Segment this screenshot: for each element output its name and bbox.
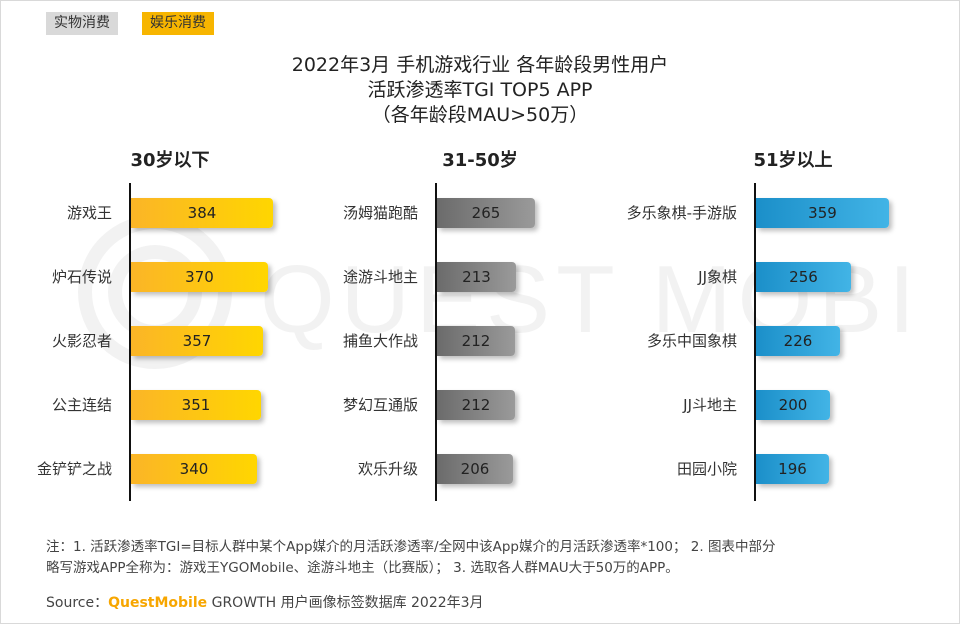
group-title-under-30: 30岁以下 <box>130 150 210 171</box>
bar[interactable] <box>131 390 261 420</box>
source-prefix: Source： <box>46 595 109 611</box>
bar[interactable] <box>437 198 535 228</box>
category-label: 欢乐升级 <box>357 460 418 478</box>
value-label: 265 <box>471 204 501 222</box>
bar[interactable] <box>131 198 273 228</box>
bar[interactable] <box>131 454 257 484</box>
value-label: 213 <box>462 268 491 286</box>
category-label: JJ象棋 <box>698 268 737 286</box>
value-label: 196 <box>778 460 807 478</box>
bar[interactable] <box>756 454 829 484</box>
category-label: 金铲铲之战 <box>36 460 112 478</box>
category-label: 多乐中国象棋 <box>646 332 737 350</box>
category-label: 炉石传说 <box>51 268 112 286</box>
chart-title-line3: （各年龄段MAU>50万） <box>371 104 589 126</box>
chart-title-line2: 活跃渗透率TGI TOP5 APP <box>367 79 593 101</box>
source-line: Source：QuestMobile GROWTH 用户画像标签数据库 2022… <box>46 592 484 612</box>
value-label: 340 <box>179 460 209 478</box>
category-label: 游戏王 <box>66 204 112 222</box>
category-label: 梦幻互通版 <box>342 396 418 414</box>
bar[interactable] <box>437 326 515 356</box>
bar[interactable] <box>131 262 268 292</box>
category-label: 途游斗地主 <box>342 268 418 286</box>
category-label: 火影忍者 <box>51 332 112 350</box>
group-title-31-50: 31-50岁 <box>442 150 518 171</box>
value-label: 359 <box>808 204 837 222</box>
source-brand: QuestMobile <box>108 595 208 611</box>
value-label: 200 <box>778 396 808 414</box>
bar[interactable] <box>437 454 513 484</box>
category-label: 公主连结 <box>51 396 112 414</box>
chart-title-line1: 2022年3月 手机游戏行业 各年龄段男性用户 <box>291 54 669 76</box>
axis-line-under-30 <box>129 183 131 501</box>
value-label: 212 <box>461 396 491 414</box>
axis-line-31-50 <box>435 183 437 501</box>
category-label: 多乐象棋-手游版 <box>626 204 737 222</box>
tab-entertainment-consumption[interactable]: 娱乐消费 <box>142 12 214 35</box>
bar[interactable] <box>437 262 516 292</box>
footnote-line2: 略写游戏APP全称为：游戏王YGOMobile、途游斗地主（比赛版）； 3. 选… <box>46 560 679 576</box>
footnote-line1: 注：1. 活跃渗透率TGI=目标人群中某个App媒介的月活跃渗透率/全网中该Ap… <box>46 539 776 555</box>
value-label: 357 <box>182 332 212 350</box>
value-label: 370 <box>185 268 214 286</box>
value-label: 384 <box>187 204 217 222</box>
bar[interactable] <box>131 326 263 356</box>
category-label: 捕鱼大作战 <box>342 332 418 350</box>
bar[interactable] <box>756 390 830 420</box>
source-text: GROWTH 用户画像标签数据库 2022年3月 <box>207 595 484 611</box>
category-label: 汤姆猫跑酷 <box>342 204 418 222</box>
bar[interactable] <box>756 326 840 356</box>
bar[interactable] <box>756 198 889 228</box>
value-label: 206 <box>460 460 490 478</box>
value-label: 212 <box>461 332 491 350</box>
axis-line-over-51 <box>754 183 756 501</box>
bar[interactable] <box>756 262 851 292</box>
group-title-over-51: 51岁以上 <box>753 150 833 171</box>
category-label: 田园小院 <box>676 460 737 478</box>
bar[interactable] <box>437 390 515 420</box>
value-label: 256 <box>789 268 818 286</box>
value-label: 226 <box>783 332 813 350</box>
category-label: JJ斗地主 <box>683 396 737 414</box>
tab-physical-consumption[interactable]: 实物消费 <box>46 12 118 35</box>
value-label: 351 <box>181 396 211 414</box>
